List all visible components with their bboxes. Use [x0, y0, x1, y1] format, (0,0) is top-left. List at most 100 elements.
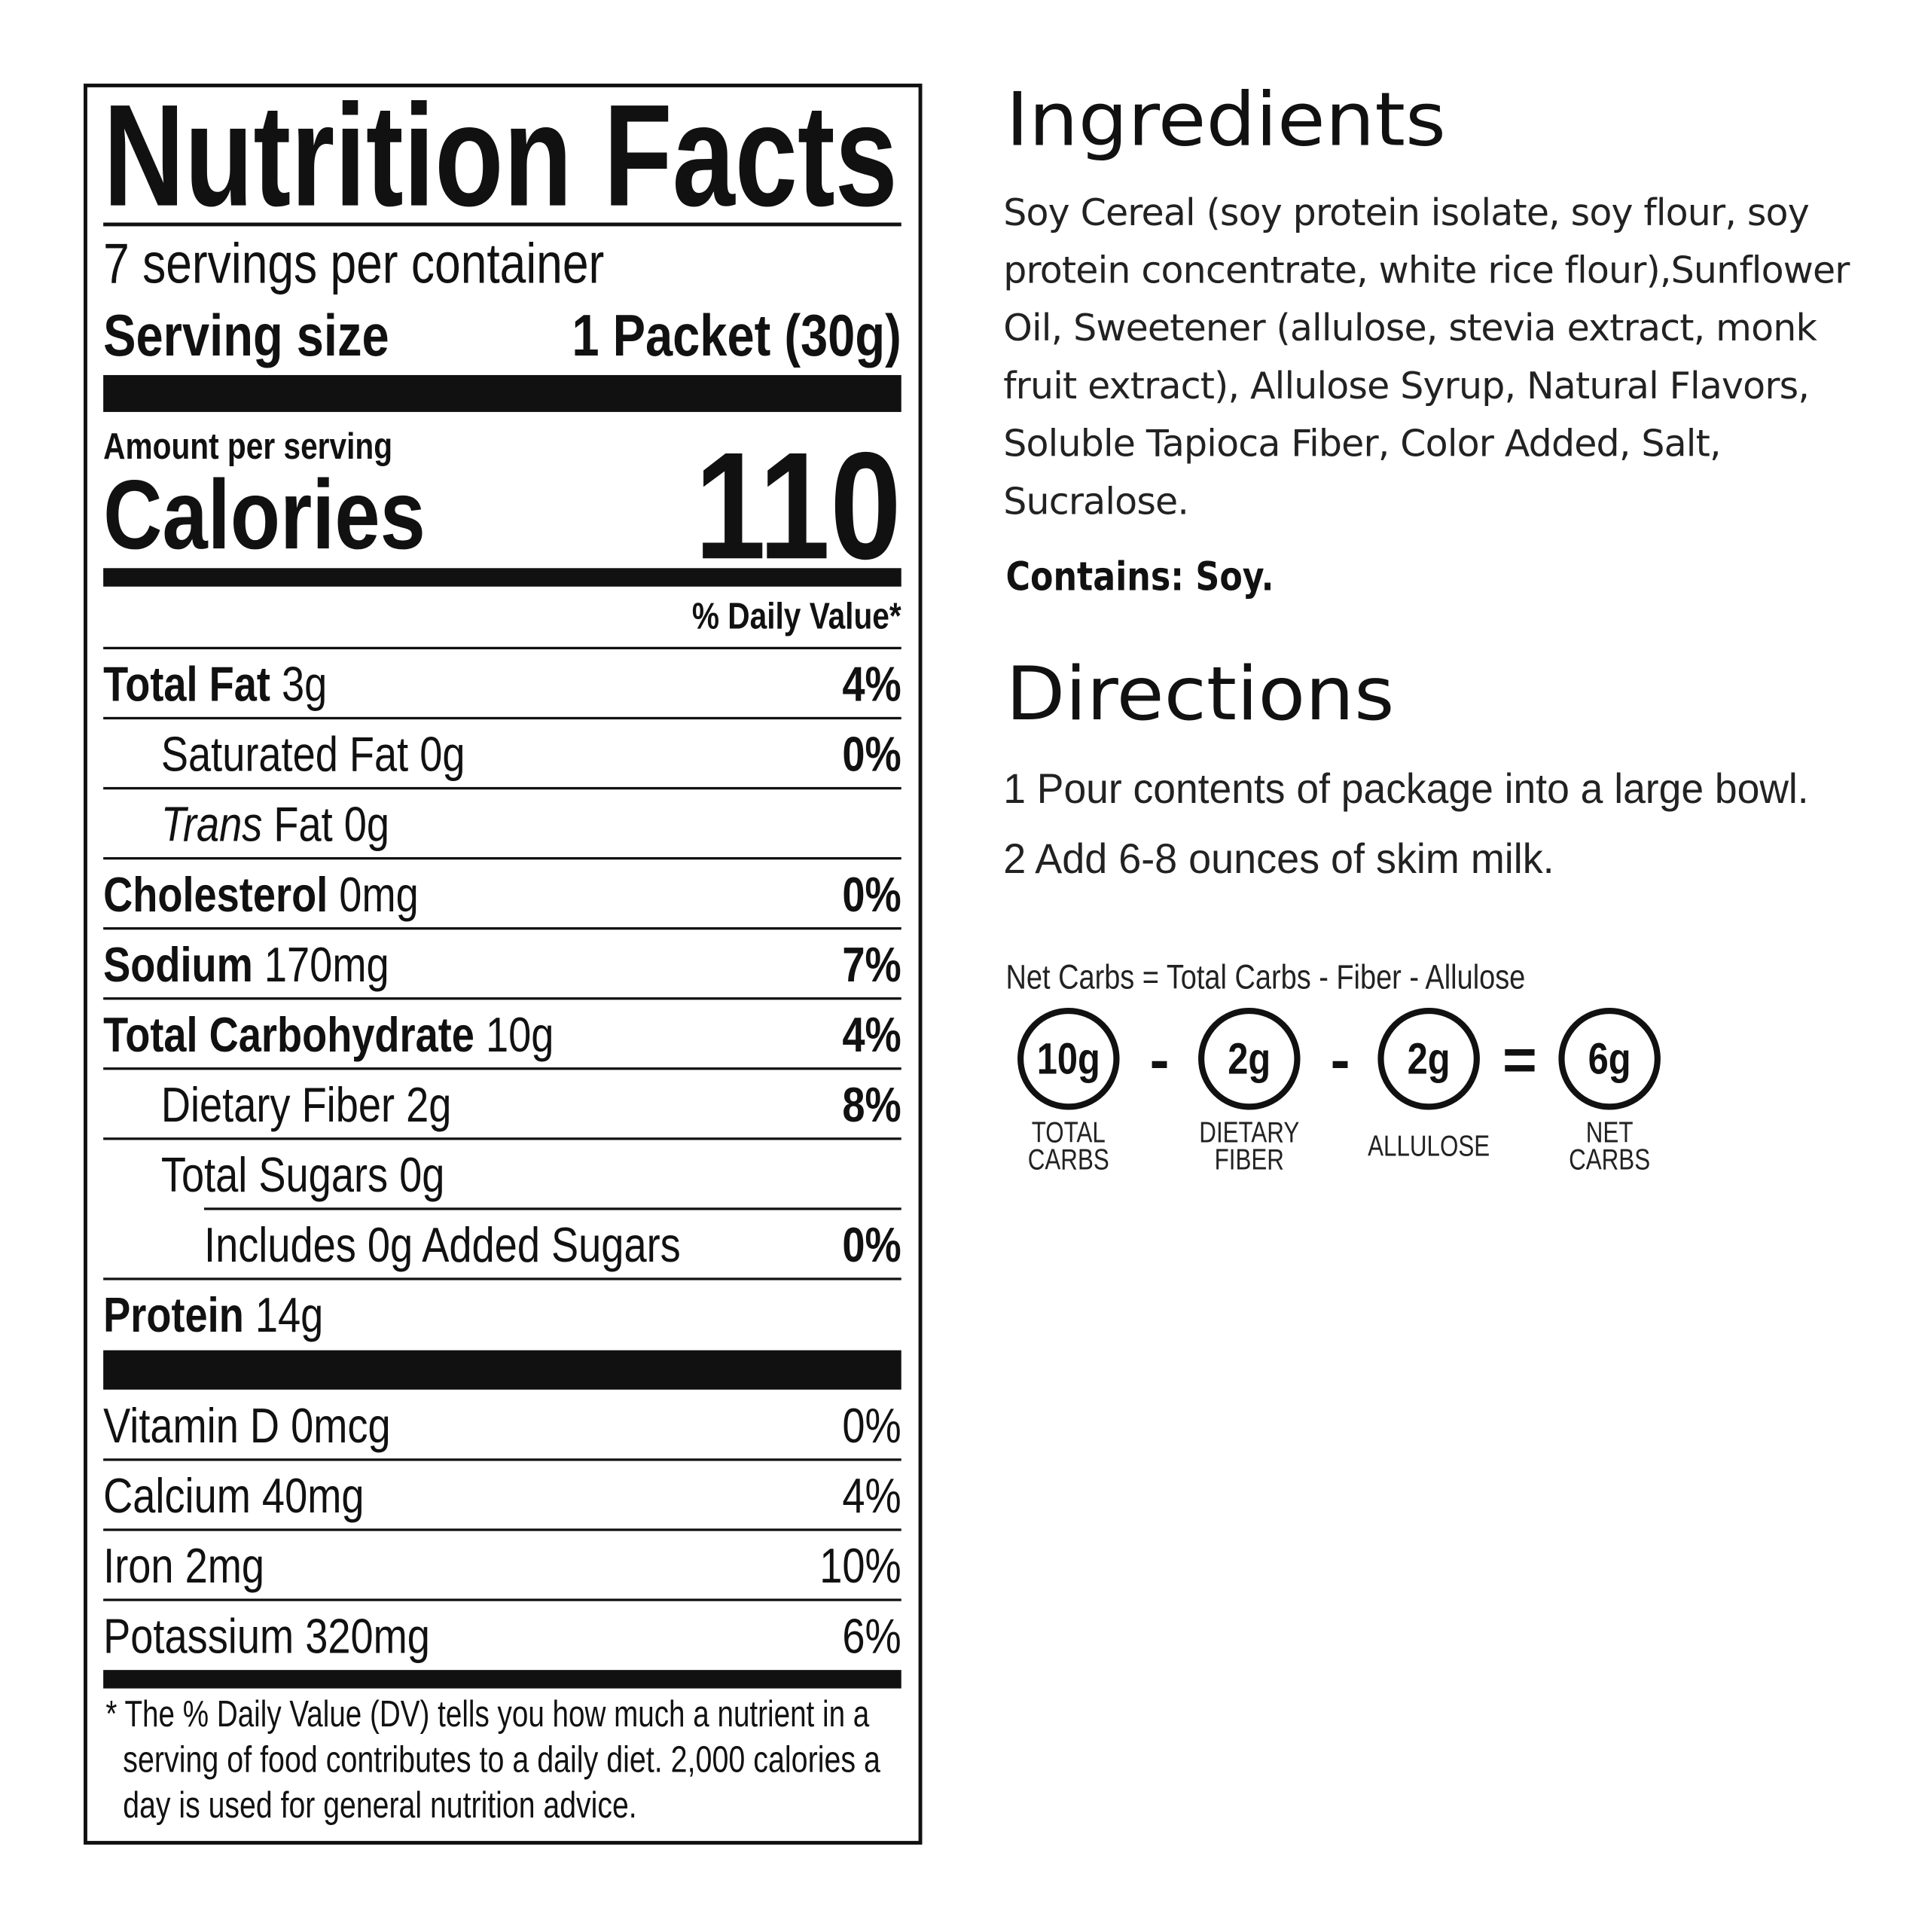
operator: = [1502, 1026, 1537, 1092]
ingredients-text: Soy Cereal (soy protein isolate, soy flo… [1003, 191, 1850, 524]
daily-value: 7% [842, 937, 901, 992]
nutrient-row: Includes 0g Added Sugars [204, 1217, 681, 1272]
daily-value: 4% [842, 1007, 901, 1062]
vitamin-row: Calcium 40mg [103, 1468, 364, 1523]
circle-value: 6g [1588, 1034, 1631, 1083]
ingredients-title: Ingredients [1006, 78, 1446, 163]
nutrient-row: Saturated Fat 0g [161, 727, 465, 782]
nutrient-row-part: 2g [395, 1077, 451, 1132]
serving-size-value: 1 Packet (30g) [572, 303, 901, 368]
circle-label: FIBER [1215, 1143, 1284, 1176]
rule [103, 927, 901, 930]
vitamin-row-part: Calcium [103, 1468, 251, 1523]
footnote-line: day is used for general nutrition advice… [123, 1785, 636, 1826]
rule [103, 786, 901, 790]
circle-label: DIETARY [1199, 1116, 1299, 1149]
vitamin-row-part: 0mcg [279, 1398, 391, 1453]
thick-bar [103, 1350, 901, 1390]
vitamin-row-part: Iron [103, 1538, 173, 1593]
rule [103, 1598, 901, 1601]
medium-bar [103, 1670, 901, 1689]
nutrient-row-part: 0mg [328, 867, 418, 922]
value-circle [1017, 1007, 1120, 1110]
nutrient-row: Sodium 170mg [103, 937, 389, 992]
circle-value: 2g [1408, 1034, 1451, 1083]
amount-per-serving: Amount per serving [103, 425, 392, 466]
daily-value: 0% [842, 1398, 901, 1453]
nutrient-row-part: 14g [244, 1287, 323, 1342]
nutrient-row-part: Trans [161, 797, 263, 852]
circle-label: CARBS [1569, 1143, 1650, 1176]
vitamin-row: Iron 2mg [103, 1538, 264, 1593]
footnote-line: serving of food contributes to a daily d… [123, 1740, 880, 1781]
footnote-line: * The % Daily Value (DV) tells you how m… [105, 1694, 869, 1735]
daily-value: 6% [842, 1609, 901, 1664]
thick-bar [103, 374, 901, 412]
vitamin-row-part: Potassium [103, 1609, 294, 1664]
value-circle [1558, 1007, 1661, 1110]
value-circle [1198, 1007, 1301, 1110]
ingredients-box: Soy Cereal (soy protein isolate, soy flo… [1003, 191, 1850, 524]
nutrient-row-part: Cholesterol [103, 867, 328, 922]
servings: 7 servings per container [103, 232, 604, 295]
vitamin-row-part: Vitamin D [103, 1398, 279, 1453]
nutrient-row: Trans Fat 0g [161, 797, 389, 852]
circle-label: NET [1586, 1116, 1634, 1149]
nutrient-row-part: 0g [408, 727, 465, 782]
nutrient-row-part: 0g [388, 1147, 444, 1202]
nutrient-row-part: Total Carbohydrate [103, 1007, 474, 1062]
nutrient-row: Protein 14g [103, 1287, 323, 1342]
serving-size-label: Serving size [103, 303, 389, 368]
label-border [84, 84, 923, 1845]
rule [103, 1458, 901, 1461]
vitamin-row-part: 40mg [251, 1468, 365, 1523]
nutrient-row-part: Total Fat [103, 657, 270, 712]
rule [103, 222, 901, 227]
nutrient-row: Dietary Fiber 2g [161, 1077, 452, 1132]
rule [103, 646, 901, 650]
nutrient-row: Cholesterol 0mg [103, 867, 419, 922]
title: Nutrition Facts [103, 75, 898, 237]
vitamin-row: Potassium 320mg [103, 1609, 430, 1664]
nutrient-row-part: Total Sugars [161, 1147, 388, 1202]
rule [103, 856, 901, 860]
daily-value: 0% [842, 867, 901, 922]
direction-step: 1 Pour contents of package into a large … [1003, 765, 1808, 812]
rule [103, 997, 901, 1000]
nutrient-row-part: 3g [270, 657, 327, 712]
circle-label: ALLULOSE [1368, 1129, 1490, 1162]
nutrient-row-part: Sodium [103, 937, 253, 992]
operator: - [1150, 1026, 1170, 1092]
value-circle [1377, 1007, 1480, 1110]
contains: Contains: Soy. [1006, 555, 1274, 600]
calories-value: 110 [694, 420, 901, 591]
circle-value: 2g [1228, 1034, 1271, 1083]
daily-value: 4% [842, 1468, 901, 1523]
vitamin-row-part: 2mg [174, 1538, 264, 1593]
daily-value: 10% [819, 1538, 901, 1593]
daily-value: 0% [842, 727, 901, 782]
rule [103, 1528, 901, 1531]
calories-label: Calories [103, 460, 426, 570]
daily-value: 0% [842, 1217, 901, 1272]
nutrient-row: Total Sugars 0g [161, 1147, 445, 1202]
nutrient-row-part: Protein [103, 1287, 244, 1342]
net-carbs-formula: Net Carbs = Total Carbs - Fiber - Allulo… [1006, 957, 1526, 996]
vitamin-row-part: 320mg [294, 1609, 430, 1664]
circle-label: TOTAL [1032, 1116, 1106, 1149]
rule [103, 1137, 901, 1140]
daily-value: 8% [842, 1077, 901, 1132]
nutrient-row: Total Carbohydrate 10g [103, 1007, 554, 1062]
daily-value: 4% [842, 657, 901, 712]
nutrient-row-part: 10g [474, 1007, 554, 1062]
circle-label: CARBS [1028, 1143, 1109, 1176]
medium-bar [103, 568, 901, 587]
operator: - [1331, 1026, 1350, 1092]
vitamin-row: Vitamin D 0mcg [103, 1398, 390, 1453]
nutrient-row-part: Saturated Fat [161, 727, 409, 782]
rule [204, 1207, 901, 1210]
rule [103, 1067, 901, 1070]
nutrient-row-part: Includes 0g Added Sugars [204, 1217, 681, 1272]
dv-header: % Daily Value* [692, 595, 901, 636]
